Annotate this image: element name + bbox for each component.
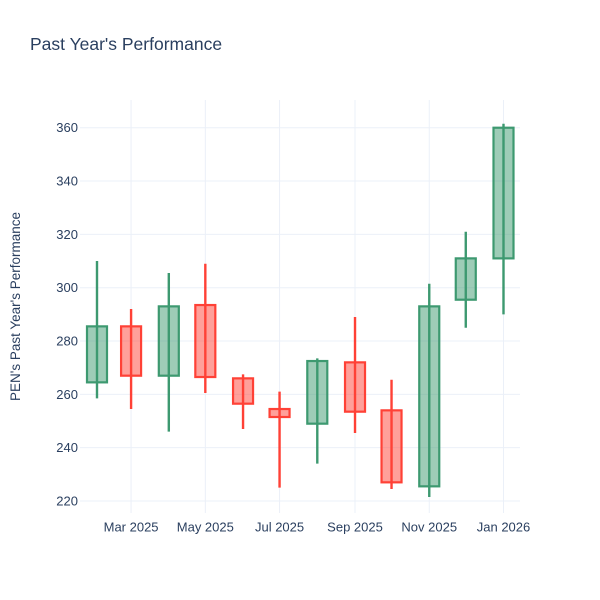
candle-oct-2025[interactable]	[380, 379, 403, 490]
candle-may-2025[interactable]	[194, 263, 217, 394]
candle-body-up	[418, 305, 441, 488]
y-tick-label: 320	[56, 227, 78, 242]
candle-body-down	[343, 361, 367, 413]
axis-tick-labels: 220 240 260 280 300 320 340 360 Mar 2025 May 2025…	[56, 120, 530, 534]
candle-apr-2025[interactable]	[157, 273, 180, 432]
y-tick-label: 220	[56, 494, 78, 509]
candle-body-up	[492, 126, 515, 260]
candle-jul-2025[interactable]	[268, 391, 291, 488]
y-tick-label: 280	[56, 334, 78, 349]
candle-body-up	[454, 257, 477, 301]
candle-jun-2025[interactable]	[231, 374, 255, 430]
y-tick-label: 340	[56, 174, 78, 189]
y-tick-label: 240	[56, 440, 78, 455]
candle-aug-2025[interactable]	[306, 358, 329, 464]
x-tick-label: Mar 2025	[104, 520, 159, 535]
candle-feb-2025[interactable]	[85, 261, 109, 399]
candle-body-down	[380, 409, 403, 484]
candle-body-up	[85, 325, 109, 384]
candle-body-down	[268, 407, 291, 419]
candle-body-up	[306, 359, 329, 425]
candle-series	[85, 123, 515, 498]
y-tick-label: 360	[56, 120, 78, 135]
x-tick-label: Nov 2025	[401, 520, 457, 535]
candle-mar-2025[interactable]	[119, 309, 143, 410]
candle-jan-2026[interactable]	[492, 123, 515, 315]
y-axis-title: PEN's Past Year's Performance	[8, 212, 23, 401]
candle-dec-2025[interactable]	[454, 231, 477, 328]
x-tick-label: Jan 2026	[477, 520, 531, 535]
candle-body-down	[231, 377, 255, 405]
chart-title: Past Year's Performance	[30, 34, 222, 54]
grid-layer	[80, 100, 520, 513]
candle-body-down	[119, 325, 143, 377]
y-tick-label: 260	[56, 387, 78, 402]
y-tick-label: 300	[56, 280, 78, 295]
x-tick-label: Sep 2025	[327, 520, 383, 535]
x-tick-label: May 2025	[177, 520, 234, 535]
x-tick-label: Jul 2025	[255, 520, 304, 535]
candle-sep-2025[interactable]	[343, 317, 367, 434]
candle-body-down	[194, 303, 217, 379]
candle-nov-2025[interactable]	[418, 283, 441, 498]
candle-body-up	[157, 305, 180, 377]
